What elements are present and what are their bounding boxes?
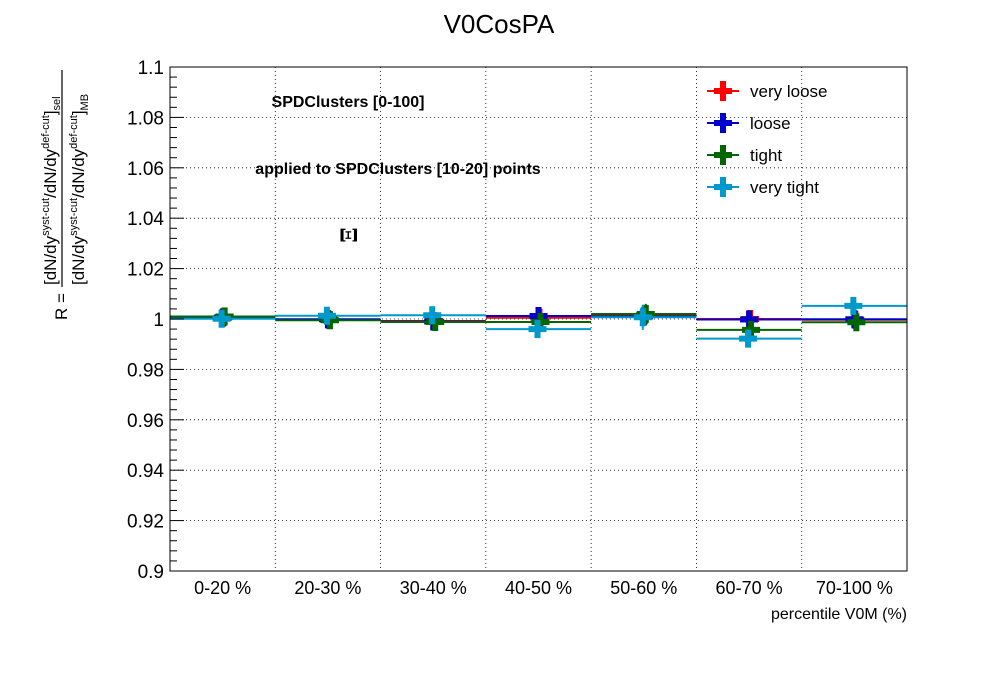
legend-label: tight [750, 146, 782, 165]
x-tick-label: 0-20 % [194, 578, 251, 598]
annotation-particle: Ξ [337, 227, 363, 242]
y-tick-label: 1.1 [138, 58, 164, 79]
y-tick-label: 0.98 [127, 360, 164, 381]
annotation-line2: applied to SPDClusters [10-20] points [255, 161, 540, 178]
y-tick-labels: 0.9 0.92 0.94 0.96 0.98 1 1.02 1.04 1.06 1.08 1.1 [127, 58, 164, 583]
axis-ticks [170, 66, 184, 572]
x-tick-label: 50-60 % [610, 578, 677, 598]
legend: very loose loose tight very tight [707, 81, 827, 197]
y-tick-label: 1.06 [127, 159, 164, 180]
y-tick-label: 1.04 [127, 209, 164, 230]
x-tick-labels: 0-20 % 20-30 % 30-40 % 40-50 % 50-60 % 60-70 … [194, 578, 893, 598]
y-tick-label: 0.94 [127, 461, 164, 482]
annotation-line1: SPDClusters [0-100] [272, 94, 425, 111]
y-tick-label: 0.96 [127, 411, 164, 432]
legend-label: very tight [750, 178, 819, 197]
legend-label: very loose [750, 82, 827, 101]
y-axis-label: R = [dN/dysyst-cut/dN/dydef-cut]sel [dN/… [40, 70, 91, 320]
data-series [170, 296, 907, 348]
legend-label: loose [750, 114, 791, 133]
y-label-numerator: [dN/dysyst-cut/dN/dydef-cut]sel [40, 96, 63, 285]
y-label-r: R = [52, 293, 71, 320]
x-axis-label: percentile V0M (%) [771, 606, 907, 623]
y-label-denominator: [dN/dysyst-cut/dN/dydef-cut]MB [68, 94, 91, 285]
x-tick-label: 60-70 % [716, 578, 783, 598]
y-tick-label: 1.02 [127, 260, 164, 281]
y-tick-label: 0.9 [138, 562, 164, 583]
y-tick-label: 0.92 [127, 512, 164, 533]
y-tick-label: 1 [153, 310, 164, 331]
chart-title: V0CosPA [444, 9, 555, 39]
x-tick-label: 20-30 % [294, 578, 361, 598]
x-tick-label: 30-40 % [400, 578, 467, 598]
y-tick-label: 1.08 [127, 108, 164, 129]
x-tick-label: 40-50 % [505, 578, 572, 598]
x-tick-label: 70-100 % [816, 578, 893, 598]
series-very-tight [170, 296, 907, 348]
